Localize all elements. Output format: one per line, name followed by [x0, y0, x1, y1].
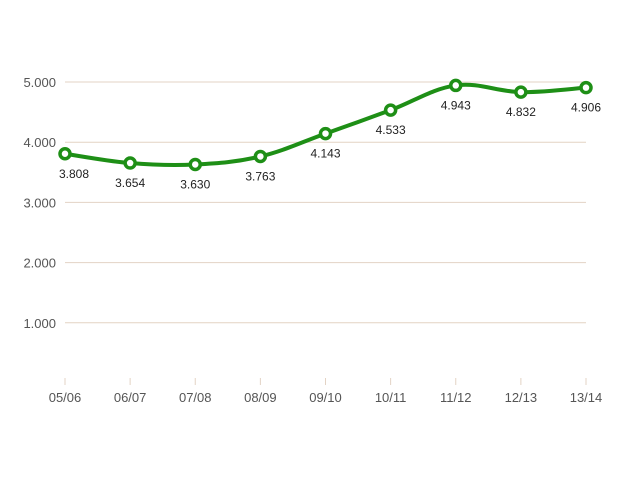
data-label: 4.943	[441, 98, 471, 112]
data-label: 3.654	[115, 176, 145, 190]
data-point	[383, 103, 398, 117]
data-label: 4.906	[571, 101, 601, 115]
data-label: 3.808	[59, 167, 89, 181]
x-tick-label: 13/14	[570, 390, 603, 405]
series	[58, 78, 593, 172]
data-labels: 3.808 3.654 3.630 3.763 4.143 4.533 4.943 4.832…	[59, 98, 601, 191]
data-point	[449, 78, 463, 93]
data-label: 4.832	[506, 105, 536, 119]
y-tick-label: 1.000	[23, 316, 56, 331]
y-tick-label: 3.000	[23, 195, 56, 210]
data-point	[188, 157, 202, 172]
x-axis: 05/06 06/07 07/08 08/09 09/10 10/11 11/12 12/13…	[49, 378, 603, 405]
data-label: 4.533	[376, 123, 406, 137]
x-tick-label: 11/12	[440, 390, 472, 405]
grid	[65, 81, 586, 324]
data-point	[318, 126, 333, 141]
x-tick-label: 09/10	[309, 390, 342, 405]
x-tick-label: 07/08	[179, 390, 212, 405]
data-label: 3.630	[180, 177, 210, 191]
data-point	[579, 80, 593, 95]
y-axis: 1.000 2.000 3.000 4.000 5.000	[23, 75, 56, 331]
y-tick-label: 4.000	[23, 135, 56, 150]
x-tick-label: 12/13	[505, 390, 538, 405]
x-tick-label: 10/11	[375, 390, 407, 405]
y-tick-label: 2.000	[23, 256, 56, 271]
x-tick-label: 06/07	[114, 390, 147, 405]
data-point	[58, 147, 72, 161]
x-tick-label: 05/06	[49, 390, 82, 405]
data-label: 3.763	[245, 169, 275, 183]
data-label: 4.143	[310, 147, 340, 161]
data-point	[514, 85, 528, 99]
y-tick-label: 5.000	[23, 75, 56, 90]
data-point	[253, 149, 268, 164]
data-point	[123, 156, 137, 170]
x-tick-label: 08/09	[244, 390, 277, 405]
